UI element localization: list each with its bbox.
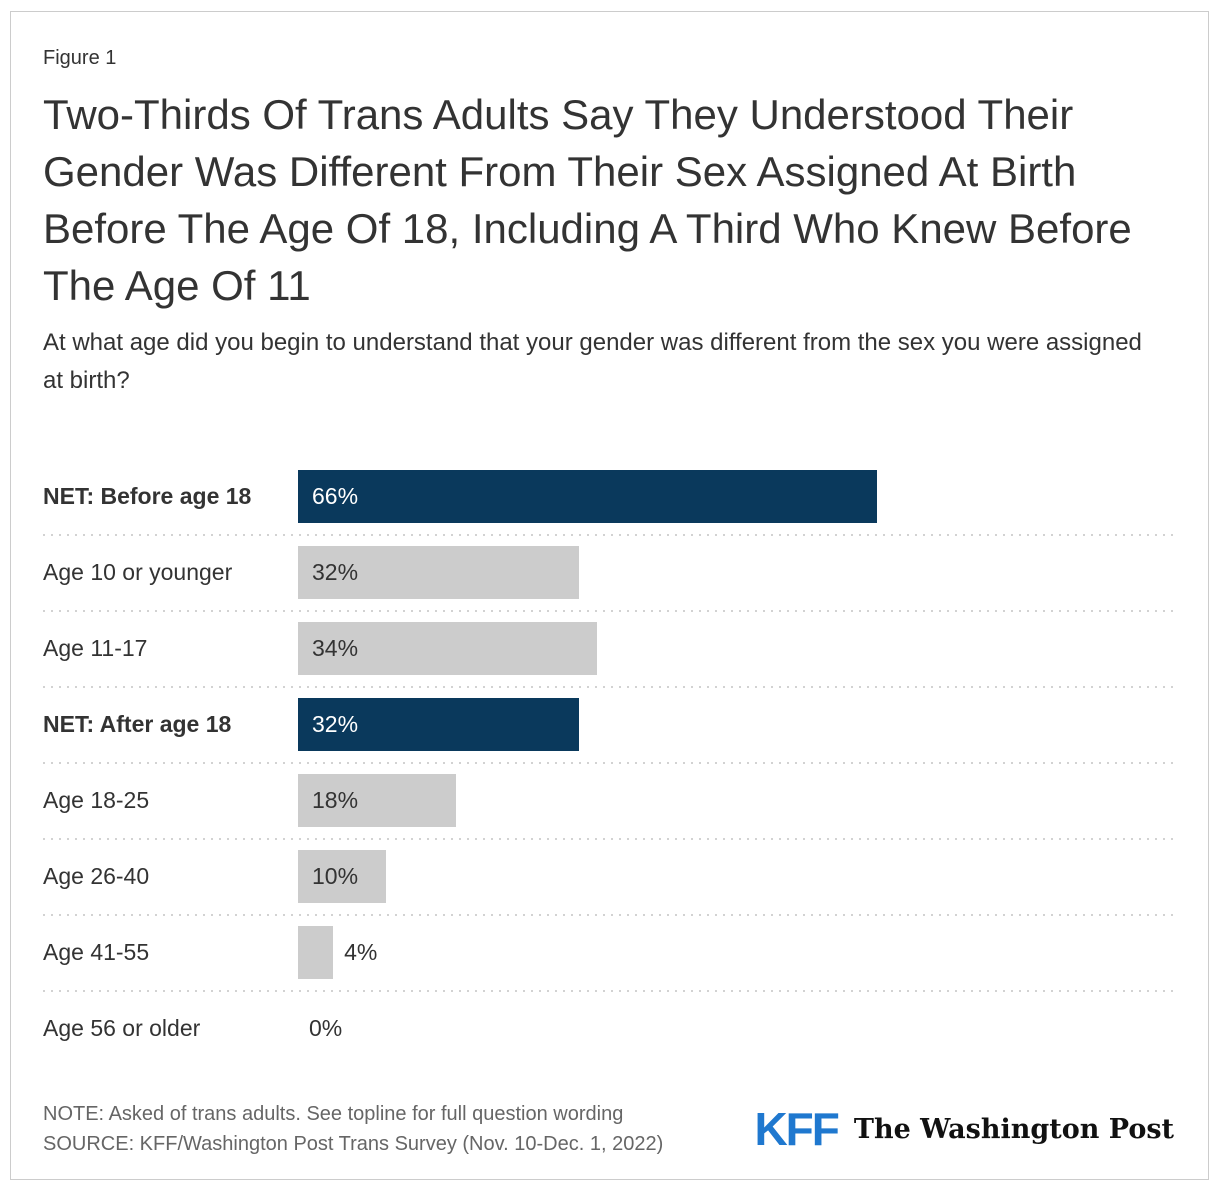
kff-logo: KFF bbox=[754, 1103, 839, 1155]
value-label-outside: 0% bbox=[309, 1014, 343, 1041]
value-label: 32% bbox=[312, 558, 359, 585]
chart-row: Age 18-25 18% bbox=[43, 762, 1176, 838]
bar: 32% bbox=[298, 545, 579, 599]
category-label: Age 18-25 bbox=[43, 786, 150, 813]
bar-track: 34% bbox=[298, 621, 1176, 675]
bar: 10% bbox=[298, 849, 386, 903]
value-label: 10% bbox=[312, 862, 359, 889]
footer: NOTE: Asked of trans adults. See topline… bbox=[43, 1099, 1176, 1159]
source-line: SOURCE: KFF/Washington Post Trans Survey… bbox=[43, 1133, 664, 1155]
chart-row: NET: Before age 18 66% bbox=[43, 458, 1176, 534]
washington-post-logo: The Washington Post bbox=[853, 1113, 1174, 1145]
chart-row: Age 26-40 10% bbox=[43, 838, 1176, 914]
value-label: 18% bbox=[312, 786, 359, 813]
note-line: NOTE: Asked of trans adults. See topline… bbox=[43, 1103, 624, 1125]
category-label: NET: Before age 18 bbox=[43, 482, 252, 509]
bar bbox=[298, 925, 334, 979]
chart-row: Age 56 or older 0% bbox=[43, 990, 1176, 1066]
bar: 32% bbox=[298, 697, 579, 751]
bar-track: 10% bbox=[298, 849, 1176, 903]
value-label-outside: 4% bbox=[344, 938, 378, 965]
bar: 18% bbox=[298, 773, 457, 827]
bar: 34% bbox=[298, 621, 597, 675]
chart-row: NET: After age 18 32% bbox=[43, 686, 1176, 762]
value-label: 32% bbox=[312, 710, 359, 737]
category-label: Age 10 or younger bbox=[43, 558, 233, 585]
footer-logos: KFF The Washington Post bbox=[754, 1106, 1176, 1152]
bar: 66% bbox=[298, 469, 878, 523]
bar-track: 0% bbox=[298, 1002, 1176, 1055]
chart-subtitle: At what age did you begin to understand … bbox=[43, 329, 1142, 394]
bar-track: 4% bbox=[298, 925, 1176, 979]
chart-title: Two-Thirds Of Trans Adults Say They Unde… bbox=[43, 91, 1132, 309]
figure-label: Figure 1 bbox=[43, 47, 117, 69]
chart-row: Age 10 or younger 32% bbox=[43, 534, 1176, 610]
figure-card: Figure 1 Two-Thirds Of Trans Adults Say … bbox=[10, 11, 1209, 1180]
category-label: Age 26-40 bbox=[43, 862, 150, 889]
category-label: Age 41-55 bbox=[43, 938, 150, 965]
chart-row: Age 41-55 4% bbox=[43, 914, 1176, 990]
footer-notes: NOTE: Asked of trans adults. See topline… bbox=[43, 1099, 663, 1159]
category-label: Age 56 or older bbox=[43, 1014, 201, 1041]
category-label: Age 11-17 bbox=[43, 634, 148, 661]
chart-row: Age 11-17 34% bbox=[43, 610, 1176, 686]
value-label: 34% bbox=[312, 634, 359, 661]
bar-track: 66% bbox=[298, 469, 1176, 523]
bar-track: 18% bbox=[298, 773, 1176, 827]
bar-track: 32% bbox=[298, 545, 1176, 599]
category-label: NET: After age 18 bbox=[43, 710, 232, 737]
bar-chart: NET: Before age 18 66% Age 10 or younger… bbox=[43, 458, 1176, 1066]
value-label: 66% bbox=[312, 482, 359, 509]
figure-content: Figure 1 Two-Thirds Of Trans Adults Say … bbox=[11, 12, 1208, 1195]
bar-track: 32% bbox=[298, 697, 1176, 751]
